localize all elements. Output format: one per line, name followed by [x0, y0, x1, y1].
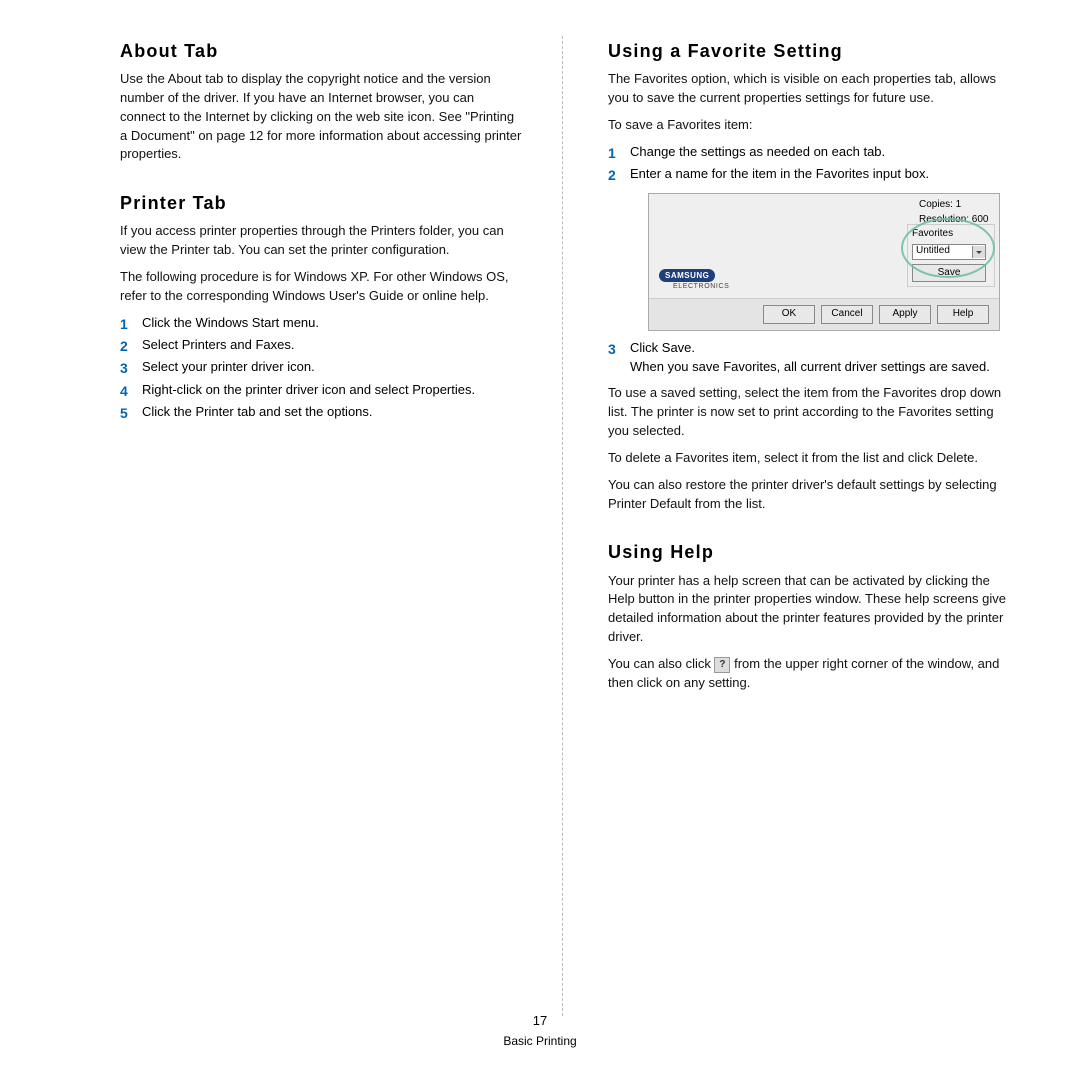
- favorite-paragraph-2: To save a Favorites item:: [608, 116, 1010, 135]
- favorite-heading: Using a Favorite Setting: [608, 38, 1010, 64]
- step-number: 1: [608, 143, 630, 163]
- help-p2-a: You can also click: [608, 656, 714, 671]
- section-label: Basic Printing: [0, 1033, 1080, 1050]
- dropdown-value: Untitled: [913, 244, 972, 259]
- printer-heading: Printer Tab: [120, 190, 522, 216]
- step-text: Click Save. When you save Favorites, all…: [630, 339, 1010, 377]
- step-number: 2: [608, 165, 630, 185]
- help-button[interactable]: Help: [937, 305, 989, 324]
- save-button[interactable]: Save: [912, 264, 986, 283]
- apply-button[interactable]: Apply: [879, 305, 931, 324]
- samsung-logo: SAMSUNG: [659, 269, 715, 283]
- chevron-down-icon[interactable]: [972, 246, 985, 258]
- about-heading: About Tab: [120, 38, 522, 64]
- samsung-sub: ELECTRONICS: [673, 282, 729, 292]
- question-icon[interactable]: ?: [714, 657, 730, 673]
- printer-paragraph-2: The following procedure is for Windows X…: [120, 268, 522, 306]
- step-text: Right-click on the printer driver icon a…: [142, 381, 522, 400]
- step-text: Select Printers and Faxes.: [142, 336, 522, 355]
- favorites-label: Favorites: [912, 227, 990, 242]
- step-number: 3: [120, 358, 142, 378]
- about-paragraph: Use the About tab to display the copyrig…: [120, 70, 522, 164]
- favorites-dropdown[interactable]: Untitled: [912, 244, 986, 260]
- help-heading: Using Help: [608, 539, 1010, 565]
- printer-paragraph-1: If you access printer properties through…: [120, 222, 522, 260]
- printer-steps: 1Click the Windows Start menu. 2Select P…: [120, 314, 522, 423]
- step-number: 1: [120, 314, 142, 334]
- dialog-buttons: OK Cancel Apply Help: [649, 298, 999, 330]
- step-text: Change the settings as needed on each ta…: [630, 143, 1010, 162]
- step-number: 3: [608, 339, 630, 359]
- cancel-button[interactable]: Cancel: [821, 305, 873, 324]
- step-number: 4: [120, 381, 142, 401]
- favorite-paragraph-5: You can also restore the printer driver'…: [608, 476, 1010, 514]
- help-paragraph-2: You can also click ? from the upper righ…: [608, 655, 1010, 693]
- left-column: About Tab Use the About tab to display t…: [0, 30, 562, 1016]
- screenshot-body: Copies: 1 Resolution: 600 dpi Favorites …: [649, 194, 999, 298]
- right-column: Using a Favorite Setting The Favorites o…: [563, 30, 1080, 1016]
- step-text: Click the Windows Start menu.: [142, 314, 522, 333]
- favorite-paragraph-4: To delete a Favorites item, select it fr…: [608, 449, 1010, 468]
- step-3b: When you save Favorites, all current dri…: [630, 359, 990, 374]
- page-footer: 17 Basic Printing: [0, 1012, 1080, 1050]
- step-3a: Click Save.: [630, 340, 695, 355]
- step-text: Enter a name for the item in the Favorit…: [630, 165, 1010, 184]
- copies-label: Copies: 1: [919, 198, 999, 213]
- favorite-steps-bottom: 3 Click Save. When you save Favorites, a…: [608, 339, 1010, 377]
- favorite-paragraph-1: The Favorites option, which is visible o…: [608, 70, 1010, 108]
- favorite-steps-top: 1Change the settings as needed on each t…: [608, 143, 1010, 186]
- step-number: 2: [120, 336, 142, 356]
- step-text: Click the Printer tab and set the option…: [142, 403, 522, 422]
- favorites-screenshot: Copies: 1 Resolution: 600 dpi Favorites …: [648, 193, 1000, 331]
- brand-logo: SAMSUNG ELECTRONICS: [659, 269, 729, 293]
- help-paragraph-1: Your printer has a help screen that can …: [608, 572, 1010, 647]
- page-number: 17: [0, 1012, 1080, 1031]
- favorites-group: Favorites Untitled Save: [907, 224, 995, 287]
- step-number: 5: [120, 403, 142, 423]
- favorite-paragraph-3: To use a saved setting, select the item …: [608, 384, 1010, 441]
- ok-button[interactable]: OK: [763, 305, 815, 324]
- page-content: About Tab Use the About tab to display t…: [0, 0, 1080, 1016]
- step-text: Select your printer driver icon.: [142, 358, 522, 377]
